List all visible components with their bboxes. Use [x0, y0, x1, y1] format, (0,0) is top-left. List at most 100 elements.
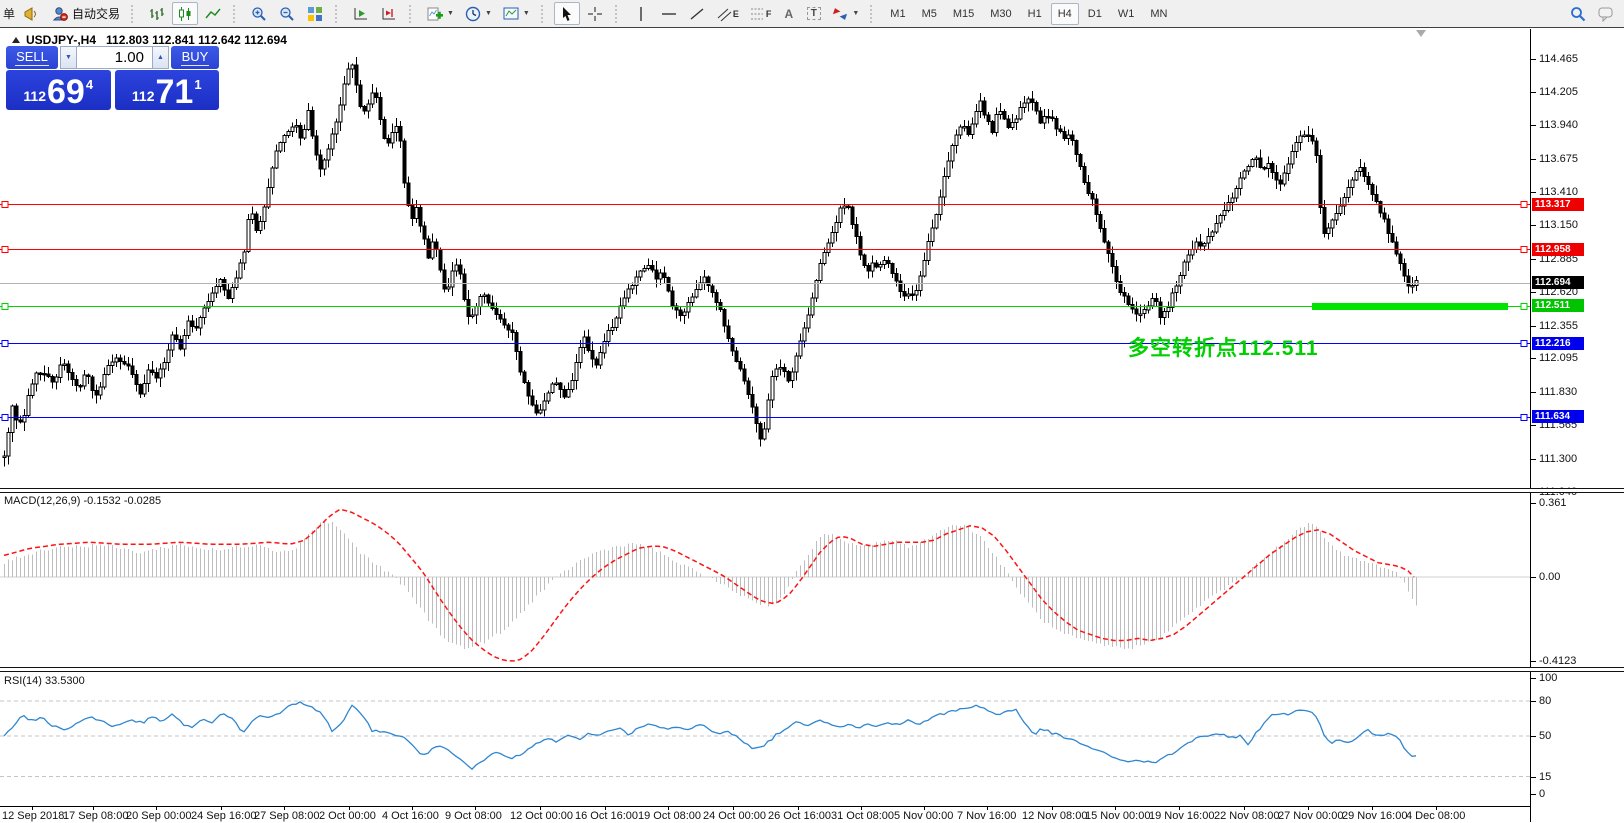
timeframe-H1[interactable]: H1 [1027, 7, 1042, 20]
time-tick-mark [605, 806, 606, 810]
arrows-button[interactable]: ▼ [827, 2, 863, 25]
buy-button[interactable]: BUY [171, 46, 219, 69]
toolbar-grip [540, 4, 548, 23]
timeframe-M1[interactable]: M1 [890, 7, 906, 20]
price-line-badge: 112.694 [1532, 276, 1584, 289]
price-tick-label: 112.095 [1539, 352, 1578, 364]
sell-button[interactable]: SELL [6, 46, 58, 69]
time-tick-mark [93, 806, 94, 810]
search-button[interactable] [1565, 2, 1591, 25]
trendline-icon [690, 7, 704, 20]
arrow-objects-icon [833, 7, 848, 20]
fibonacci-button[interactable]: F [745, 2, 776, 25]
volume-input[interactable]: 1.00 [77, 46, 152, 69]
volume-decrease-button[interactable]: ▼ [60, 46, 77, 69]
time-tick-mark [32, 806, 33, 810]
price-tick-label: 112.620 [1539, 286, 1578, 298]
new-order-label: 单 [3, 7, 16, 21]
pane-separator[interactable] [0, 488, 1624, 493]
price-tick-mark [1531, 92, 1536, 93]
text-label-button[interactable]: T [802, 2, 825, 25]
zoom-out-button[interactable] [274, 2, 300, 25]
price-axis[interactable]: 114.465 114.205 113.940 113.675 113.410 113.1… [1530, 29, 1624, 822]
zoom-in-button[interactable] [246, 2, 272, 25]
up-arrow-icon: ▲ [157, 54, 164, 61]
time-tick-mark [1179, 806, 1180, 810]
time-tick-label: 12 Sep 2018 [2, 810, 65, 822]
toolbar-grip [335, 4, 342, 23]
new-order-button[interactable]: 单 [1, 2, 17, 25]
cursor-button[interactable] [553, 2, 580, 25]
price-tick-mark [1531, 425, 1536, 426]
time-tick-label: 2 Oct 00:00 [319, 810, 376, 822]
time-tick-label: 12 Oct 00:00 [510, 810, 573, 822]
macd-tick-mark [1531, 661, 1536, 662]
price-line-badge: 111.634 [1532, 410, 1584, 423]
timeframe-M5[interactable]: M5 [921, 7, 937, 20]
time-tick-label: 7 Nov 16:00 [957, 810, 1017, 822]
chart-canvas[interactable] [0, 29, 1530, 822]
timeframe-MN[interactable]: MN [1150, 7, 1168, 20]
dropdown-caret-icon: ▼ [447, 10, 454, 17]
indicators-button[interactable]: ▼ [422, 2, 458, 25]
indicators-icon [427, 7, 444, 20]
time-tick-mark [987, 806, 988, 810]
time-tick-mark [1115, 806, 1116, 810]
macd-tick-label: -0.4123 [1539, 655, 1577, 667]
collapse-arrow-icon[interactable] [12, 37, 20, 43]
chat-button[interactable] [1593, 2, 1621, 25]
auto-scroll-icon [354, 7, 368, 19]
vertical-line-button[interactable] [628, 2, 654, 25]
price-line-badge: 112.511 [1532, 299, 1584, 312]
news-button[interactable] [19, 2, 45, 25]
pane-separator[interactable] [0, 667, 1624, 672]
rsi-tick-mark [1531, 701, 1536, 702]
timeframe-D1[interactable]: D1 [1087, 7, 1102, 20]
time-tick-mark [412, 806, 413, 810]
chart-shift-button[interactable] [376, 2, 402, 25]
timeframe-M15[interactable]: M15 [952, 7, 975, 20]
buy-price-button[interactable]: 112 71 1 [114, 70, 219, 111]
time-tick-mark [1308, 806, 1309, 810]
trendline-button[interactable] [684, 2, 710, 25]
rsi-tick-mark [1531, 678, 1536, 679]
auto-scroll-button[interactable] [348, 2, 374, 25]
line-chart-button[interactable] [200, 2, 226, 25]
volume-increase-button[interactable]: ▲ [152, 46, 169, 69]
rsi-tick-mark [1531, 777, 1536, 778]
templates-button[interactable]: ▼ [498, 2, 534, 25]
channel-button[interactable]: E [712, 2, 743, 25]
chart-shift-marker-icon[interactable] [1416, 30, 1426, 37]
time-tick-mark [540, 806, 541, 810]
rsi-tick-label: 0 [1539, 788, 1546, 800]
timeframe-group: M1 M5 M15 M30 H1 H4 D1 W1 MN [882, 2, 1175, 25]
sell-price-button[interactable]: 112 69 4 [6, 70, 111, 110]
timeframe-H4[interactable]: H4 [1050, 2, 1079, 25]
price-tick-label: 111.830 [1539, 386, 1578, 398]
crosshair-icon [587, 6, 602, 21]
horizontal-line-button[interactable] [656, 2, 682, 25]
text-button[interactable]: A [777, 2, 800, 25]
toolbar: 单 自动交易 [0, 0, 1624, 28]
timeframe-W1[interactable]: W1 [1117, 7, 1135, 20]
crosshair-button[interactable] [582, 2, 608, 25]
dropdown-caret-icon: ▼ [484, 10, 492, 17]
bar-chart-button[interactable] [144, 2, 170, 25]
search-icon [1571, 6, 1586, 21]
timeframe-M30[interactable]: M30 [990, 7, 1012, 20]
candlestick-chart-button[interactable] [172, 2, 199, 25]
auto-trading-button[interactable]: 自动交易 [47, 2, 124, 25]
tile-windows-button[interactable] [302, 2, 328, 25]
price-line-badge: 112.216 [1532, 337, 1584, 350]
time-tick-label: 4 Dec 08:00 [1406, 810, 1466, 822]
template-icon [503, 7, 519, 19]
periods-button[interactable]: ▼ [460, 2, 496, 25]
clock-icon [465, 6, 481, 21]
time-tick-label: 19 Oct 08:00 [638, 810, 701, 822]
price-tick-label: 112.355 [1539, 320, 1578, 332]
sell-price-pips: 69 [47, 73, 85, 111]
time-axis[interactable]: 12 Sep 2018 17 Sep 08:00 20 Sep 00:00 24 Se… [0, 806, 1530, 823]
buy-price-pips: 71 [155, 73, 194, 111]
pivot-annotation[interactable]: 多空转折点112.511 [1128, 337, 1319, 360]
down-arrow-icon: ▼ [65, 54, 72, 61]
